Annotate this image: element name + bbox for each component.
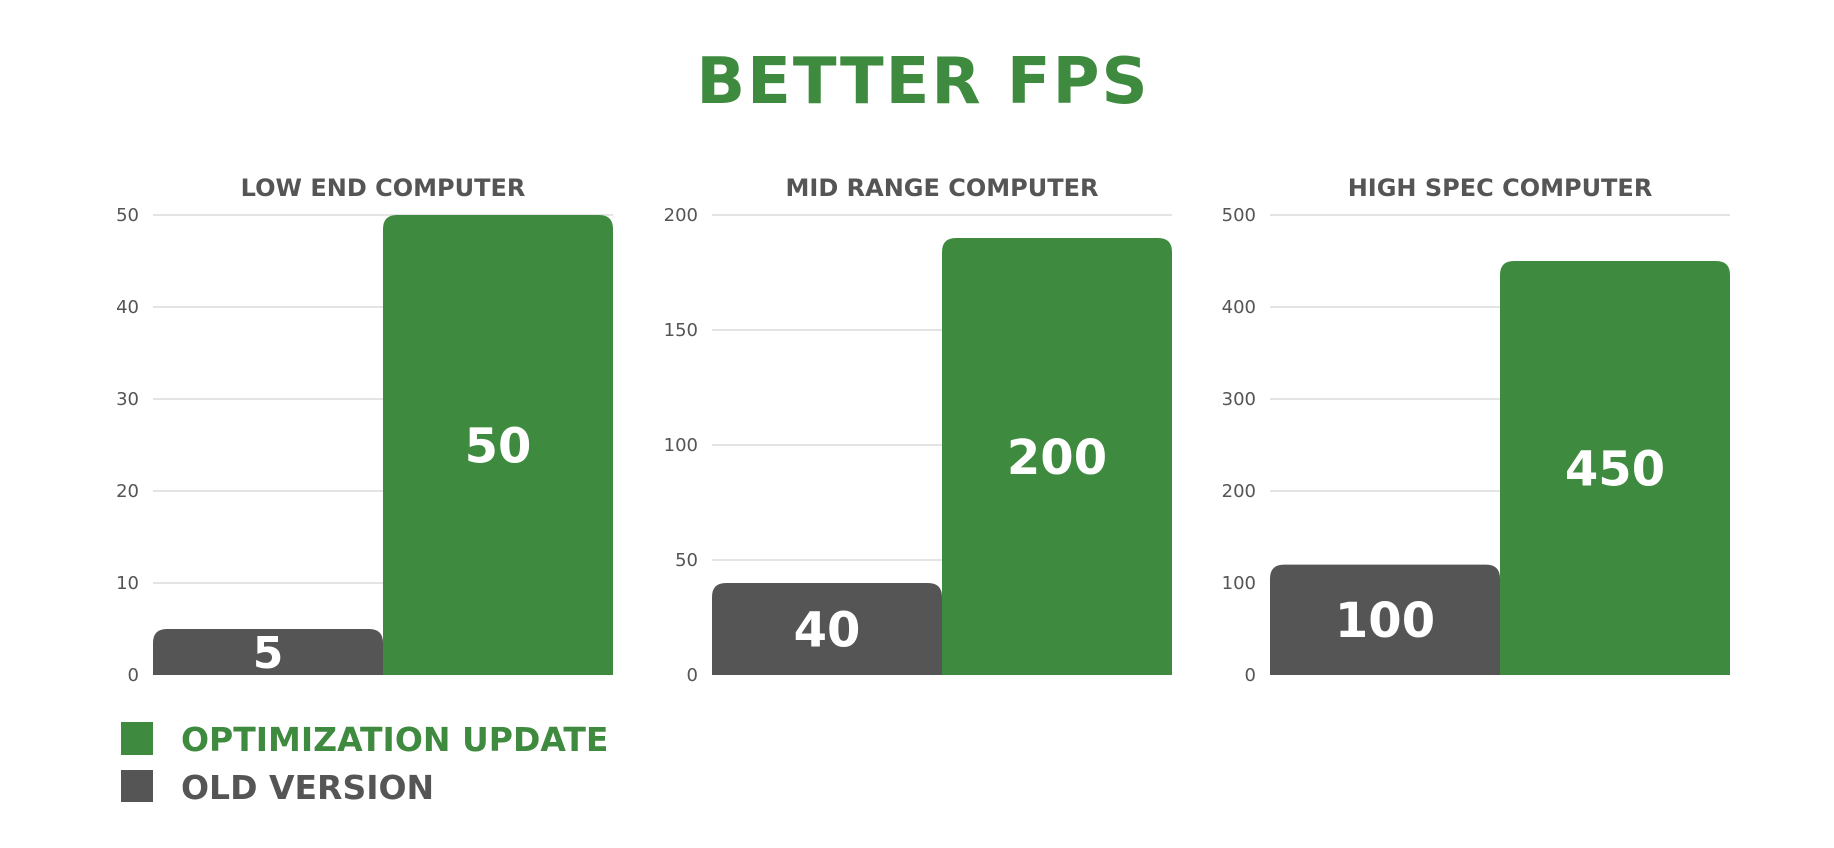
y-tick-label: 30 [116,389,139,410]
bar-value-label: 50 [465,418,532,474]
bar-old [1270,564,1500,675]
y-tick-label: 100 [664,435,698,456]
legend-label-old: OLD VERSION [181,768,434,807]
chart-panel: HIGH SPEC COMPUTER 0 100 200 300 400 500 100 450 [1222,174,1730,686]
bar-value-label: 5 [253,628,284,679]
y-tick-label: 400 [1222,297,1256,318]
bar-optimization [942,238,1172,675]
y-tick-label: 20 [116,481,139,502]
y-tick-label: 200 [664,205,698,226]
panel-title: MID RANGE COMPUTER [786,174,1099,202]
legend-swatch-old [121,770,153,802]
y-tick-label: 10 [116,573,139,594]
y-tick-label: 500 [1222,205,1256,226]
y-tick-label: 200 [1222,481,1256,502]
panel-title: HIGH SPEC COMPUTER [1348,174,1653,202]
chart-panel: MID RANGE COMPUTER 0 50 100 150 200 40 200 [664,174,1172,686]
y-tick-label: 50 [675,550,698,571]
bar-optimization [1500,261,1730,675]
chart-panel: LOW END COMPUTER 0 10 20 30 40 50 5 50 [116,174,613,686]
legend: OPTIMIZATION UPDATE OLD VERSION [121,720,608,807]
y-tick-label: 50 [116,205,139,226]
bar-optimization [383,215,613,675]
y-tick-label: 0 [128,665,139,686]
y-tick-label: 0 [1245,665,1256,686]
bar-value-label: 450 [1565,441,1665,497]
bar-old [153,629,383,675]
bar-value-label: 40 [794,602,861,658]
bar-value-label: 200 [1007,430,1107,486]
y-tick-label: 150 [664,320,698,341]
y-tick-label: 40 [116,297,139,318]
main-title: BETTER FPS [696,45,1149,119]
legend-label-optimization: OPTIMIZATION UPDATE [181,720,608,759]
panel-title: LOW END COMPUTER [241,174,526,202]
bar-value-label: 100 [1335,593,1435,649]
y-tick-label: 0 [687,665,698,686]
bar-old [712,583,942,675]
y-tick-label: 100 [1222,573,1256,594]
y-tick-label: 300 [1222,389,1256,410]
legend-swatch-optimization [121,722,153,755]
